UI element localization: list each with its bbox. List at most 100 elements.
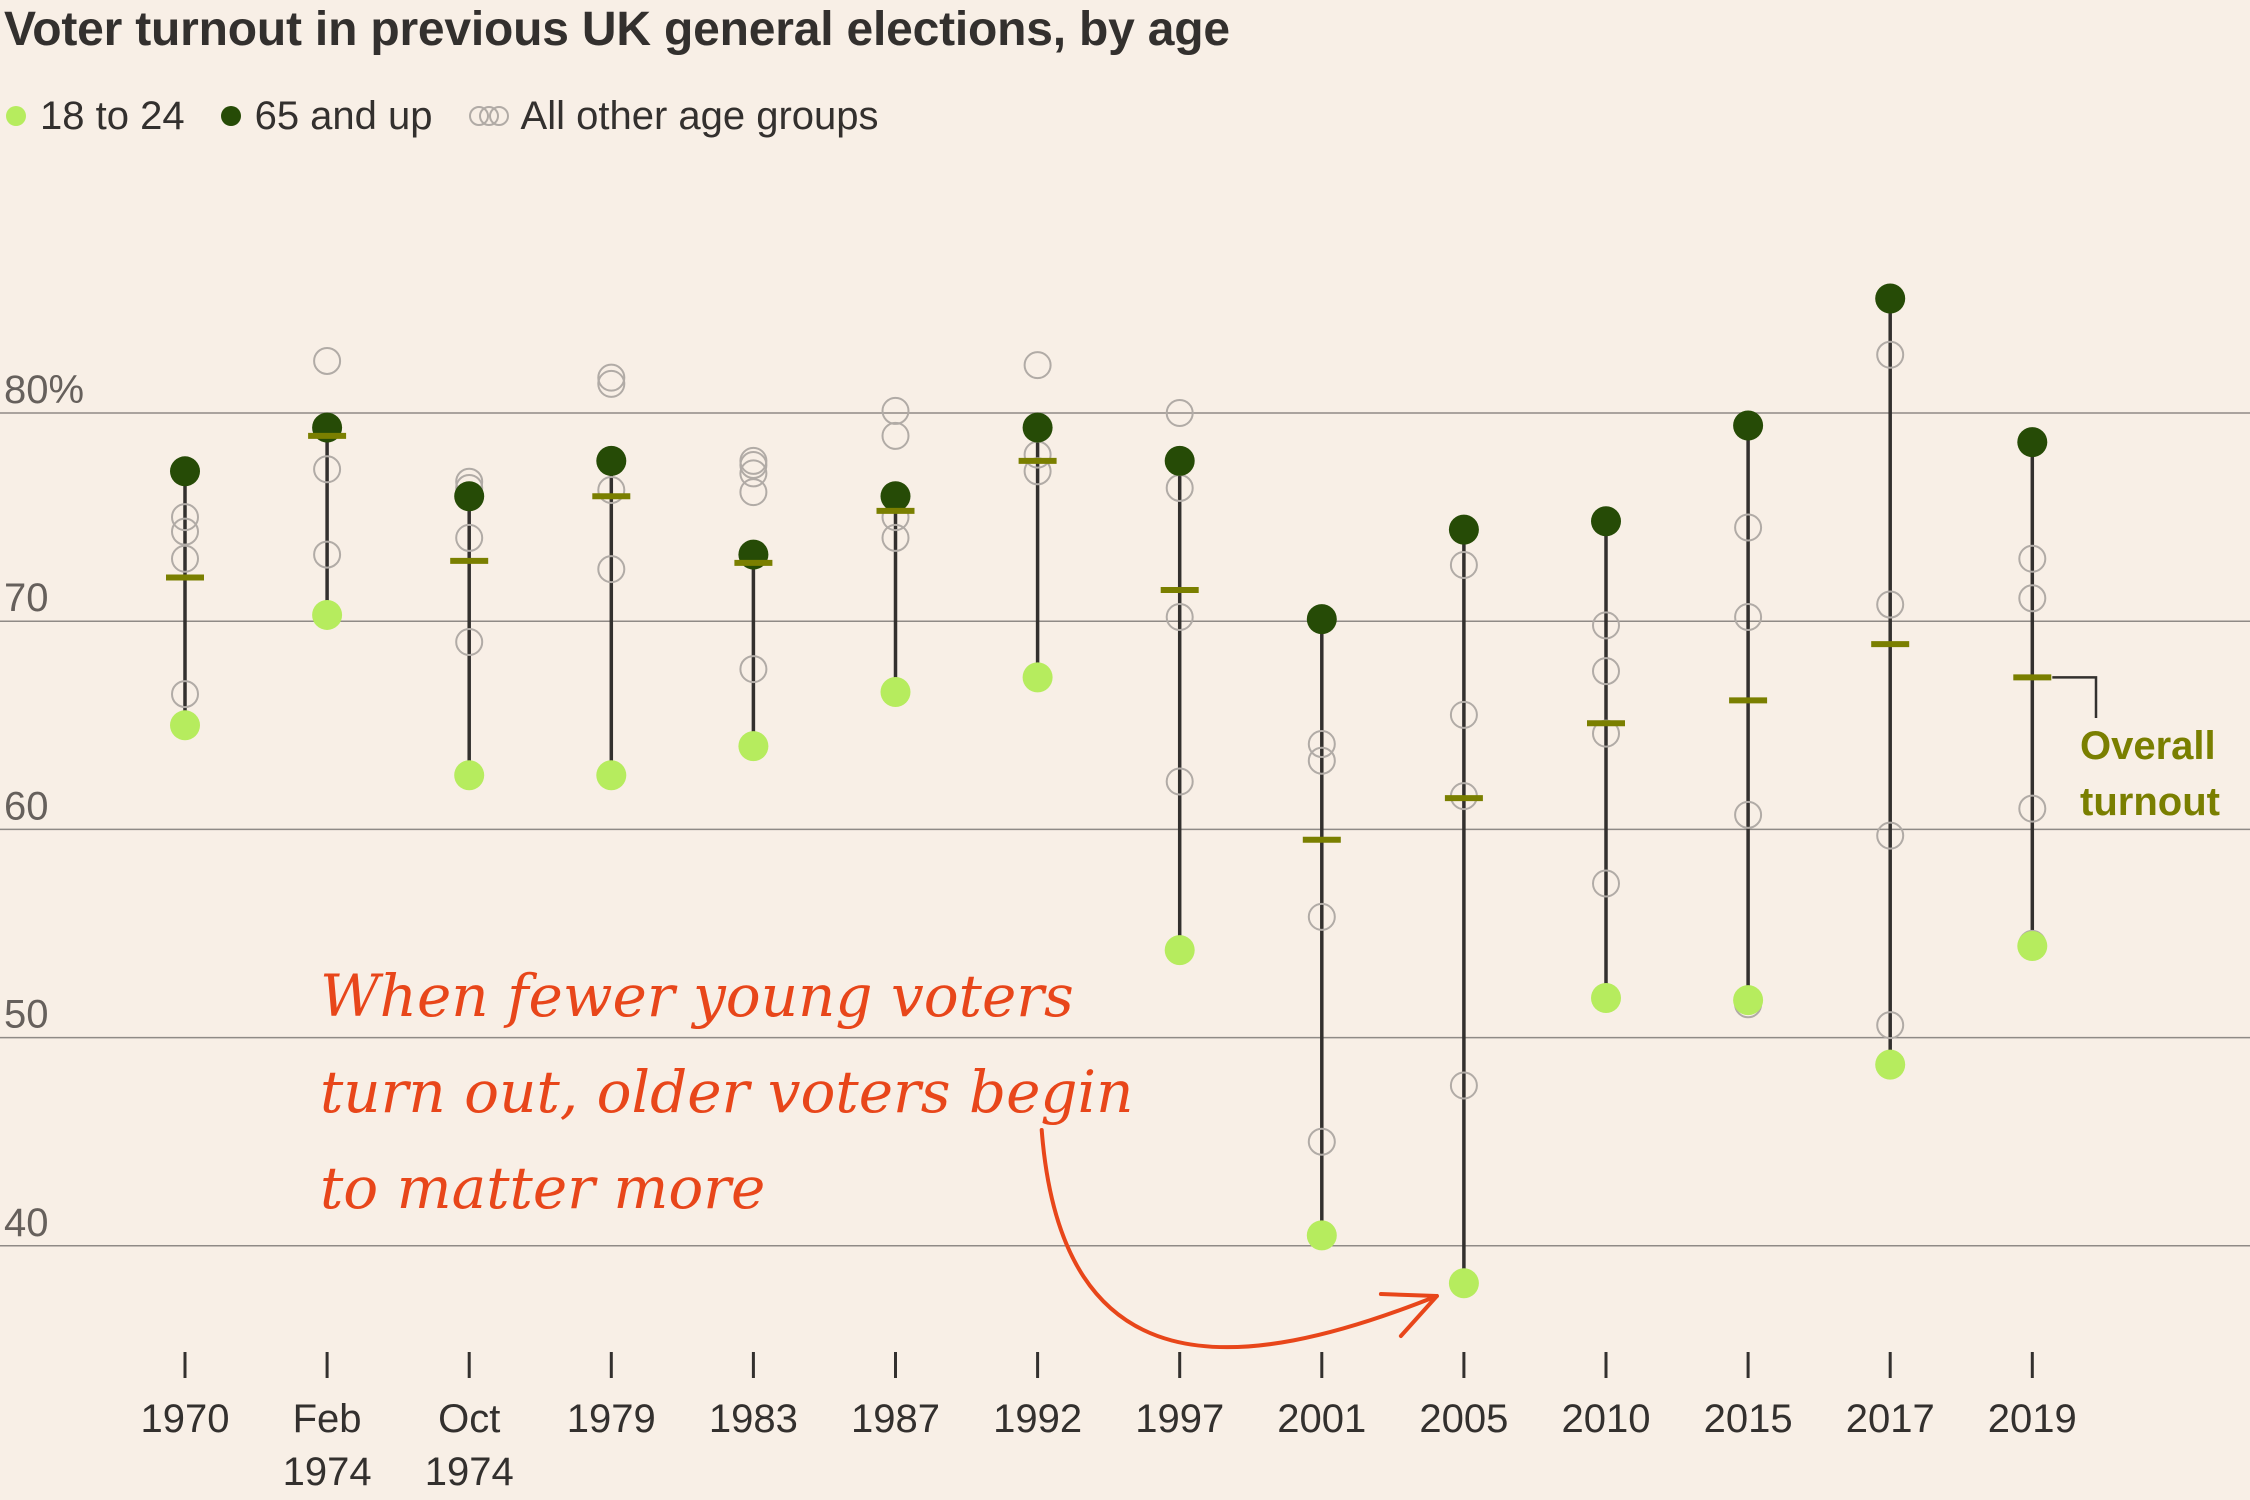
legend-old-swatch: [220, 106, 241, 126]
other-age-point: [313, 540, 342, 569]
other-age-point: [881, 523, 910, 552]
other-age-point: [171, 517, 199, 546]
other-age-point: [1734, 513, 1763, 542]
old-point: [1448, 514, 1479, 545]
x-tick-label: 2001: [1277, 1397, 1366, 1441]
annotation-line-2: turn out, older voters begin: [320, 1058, 1134, 1126]
legend: 18 to 24 65 and up All other age groups: [6, 88, 915, 144]
annotation-line-1: When fewer young voters: [320, 962, 1074, 1030]
other-age-point: [1307, 730, 1336, 759]
old-point: [1164, 445, 1195, 476]
x-tick-label: 1979: [567, 1397, 656, 1441]
other-age-point: [171, 680, 199, 709]
x-tick-label: 1974: [425, 1450, 514, 1494]
other-age-point: [2018, 584, 2047, 613]
other-age-point: [881, 421, 910, 450]
overall-label-line-1: Overall: [2080, 724, 2216, 768]
legend-item-others: All other age groups: [468, 94, 879, 139]
other-age-point: [1023, 351, 1052, 380]
young-point: [1733, 985, 1764, 1016]
y-tick-label-60: 60: [4, 784, 49, 828]
old-point: [1591, 506, 1621, 537]
annotation-line-3: to matter more: [320, 1154, 766, 1222]
legend-old-label: 65 and up: [254, 93, 433, 138]
x-tick-label: 2010: [1562, 1397, 1651, 1441]
x-tick-label: 1992: [993, 1397, 1082, 1441]
legend-young-label: 18 to 24: [40, 93, 185, 138]
other-age-point: [171, 544, 199, 573]
old-point: [1306, 604, 1337, 635]
young-point: [454, 760, 485, 791]
young-point: [1022, 662, 1053, 693]
old-point: [1875, 283, 1906, 314]
y-tick-label-50: 50: [4, 993, 49, 1037]
x-tick-label: 2005: [1419, 1397, 1508, 1441]
other-age-point: [1876, 340, 1905, 369]
other-age-point: [1876, 821, 1905, 850]
other-age-point: [1165, 767, 1194, 796]
young-point: [880, 676, 911, 707]
other-age-point: [739, 478, 768, 507]
x-tick-label: 2017: [1846, 1397, 1935, 1441]
other-age-point: [739, 459, 768, 488]
other-age-point: [1165, 603, 1194, 632]
other-age-point: [1734, 800, 1763, 829]
x-tick-label: 1970: [141, 1397, 230, 1441]
other-age-point: [455, 523, 484, 552]
other-age-point: [455, 628, 484, 657]
legend-young-swatch: [6, 106, 26, 126]
overall-label-line-2: turnout: [2080, 780, 2220, 824]
old-point: [1733, 410, 1764, 441]
young-point: [1306, 1220, 1337, 1251]
legend-item-old: 65 and up: [220, 93, 433, 139]
overall-label-connector: [2052, 676, 2098, 718]
x-tick-label: 2015: [1704, 1397, 1793, 1441]
young-point: [738, 731, 769, 762]
young-point: [1591, 983, 1621, 1014]
other-age-point: [313, 455, 342, 484]
young-point: [596, 760, 627, 791]
other-age-point: [171, 503, 199, 532]
annotation-text: When fewer young voters turn out, older …: [320, 948, 1140, 1236]
other-age-point: [2018, 794, 2047, 823]
x-tick-label: 1997: [1135, 1397, 1224, 1441]
other-age-point: [597, 363, 626, 392]
young-point: [1448, 1268, 1479, 1299]
young-point: [312, 599, 343, 630]
other-age-point: [597, 369, 626, 398]
old-point: [454, 481, 485, 512]
legend-others-swatch: [468, 106, 509, 126]
x-tick-label: 1983: [709, 1397, 798, 1441]
other-age-point: [597, 555, 626, 584]
annotation-arrowhead: [1378, 1292, 1439, 1338]
annotation-arrow: [1039, 1128, 1439, 1350]
x-tick-label: 1987: [851, 1397, 940, 1441]
young-point: [170, 710, 200, 741]
other-age-point: [2018, 544, 2047, 573]
y-tick-label-80: 80%: [4, 368, 84, 412]
old-point: [2017, 427, 2048, 458]
old-point: [170, 456, 200, 487]
other-age-point: [1734, 603, 1763, 632]
young-point: [1164, 935, 1195, 966]
other-age-point: [1876, 590, 1905, 619]
other-age-point: [1307, 902, 1336, 931]
overall-turnout-label: Overall turnout: [2080, 718, 2220, 830]
x-tick-label: Oct: [438, 1397, 500, 1441]
young-point: [1875, 1049, 1906, 1080]
old-point: [1022, 412, 1053, 443]
other-age-point: [881, 396, 910, 425]
other-age-point: [1592, 869, 1620, 898]
other-age-point: [313, 346, 342, 375]
other-age-point: [1165, 399, 1194, 427]
old-point: [880, 481, 911, 512]
other-age-point: [1449, 550, 1478, 579]
other-age-point: [1592, 657, 1620, 686]
young-point: [2017, 930, 2048, 961]
other-age-point: [1449, 700, 1478, 729]
x-tick-label: Feb: [293, 1397, 362, 1441]
other-age-point: [739, 655, 768, 684]
other-age-point: [1592, 611, 1620, 640]
other-age-point: [739, 446, 768, 475]
